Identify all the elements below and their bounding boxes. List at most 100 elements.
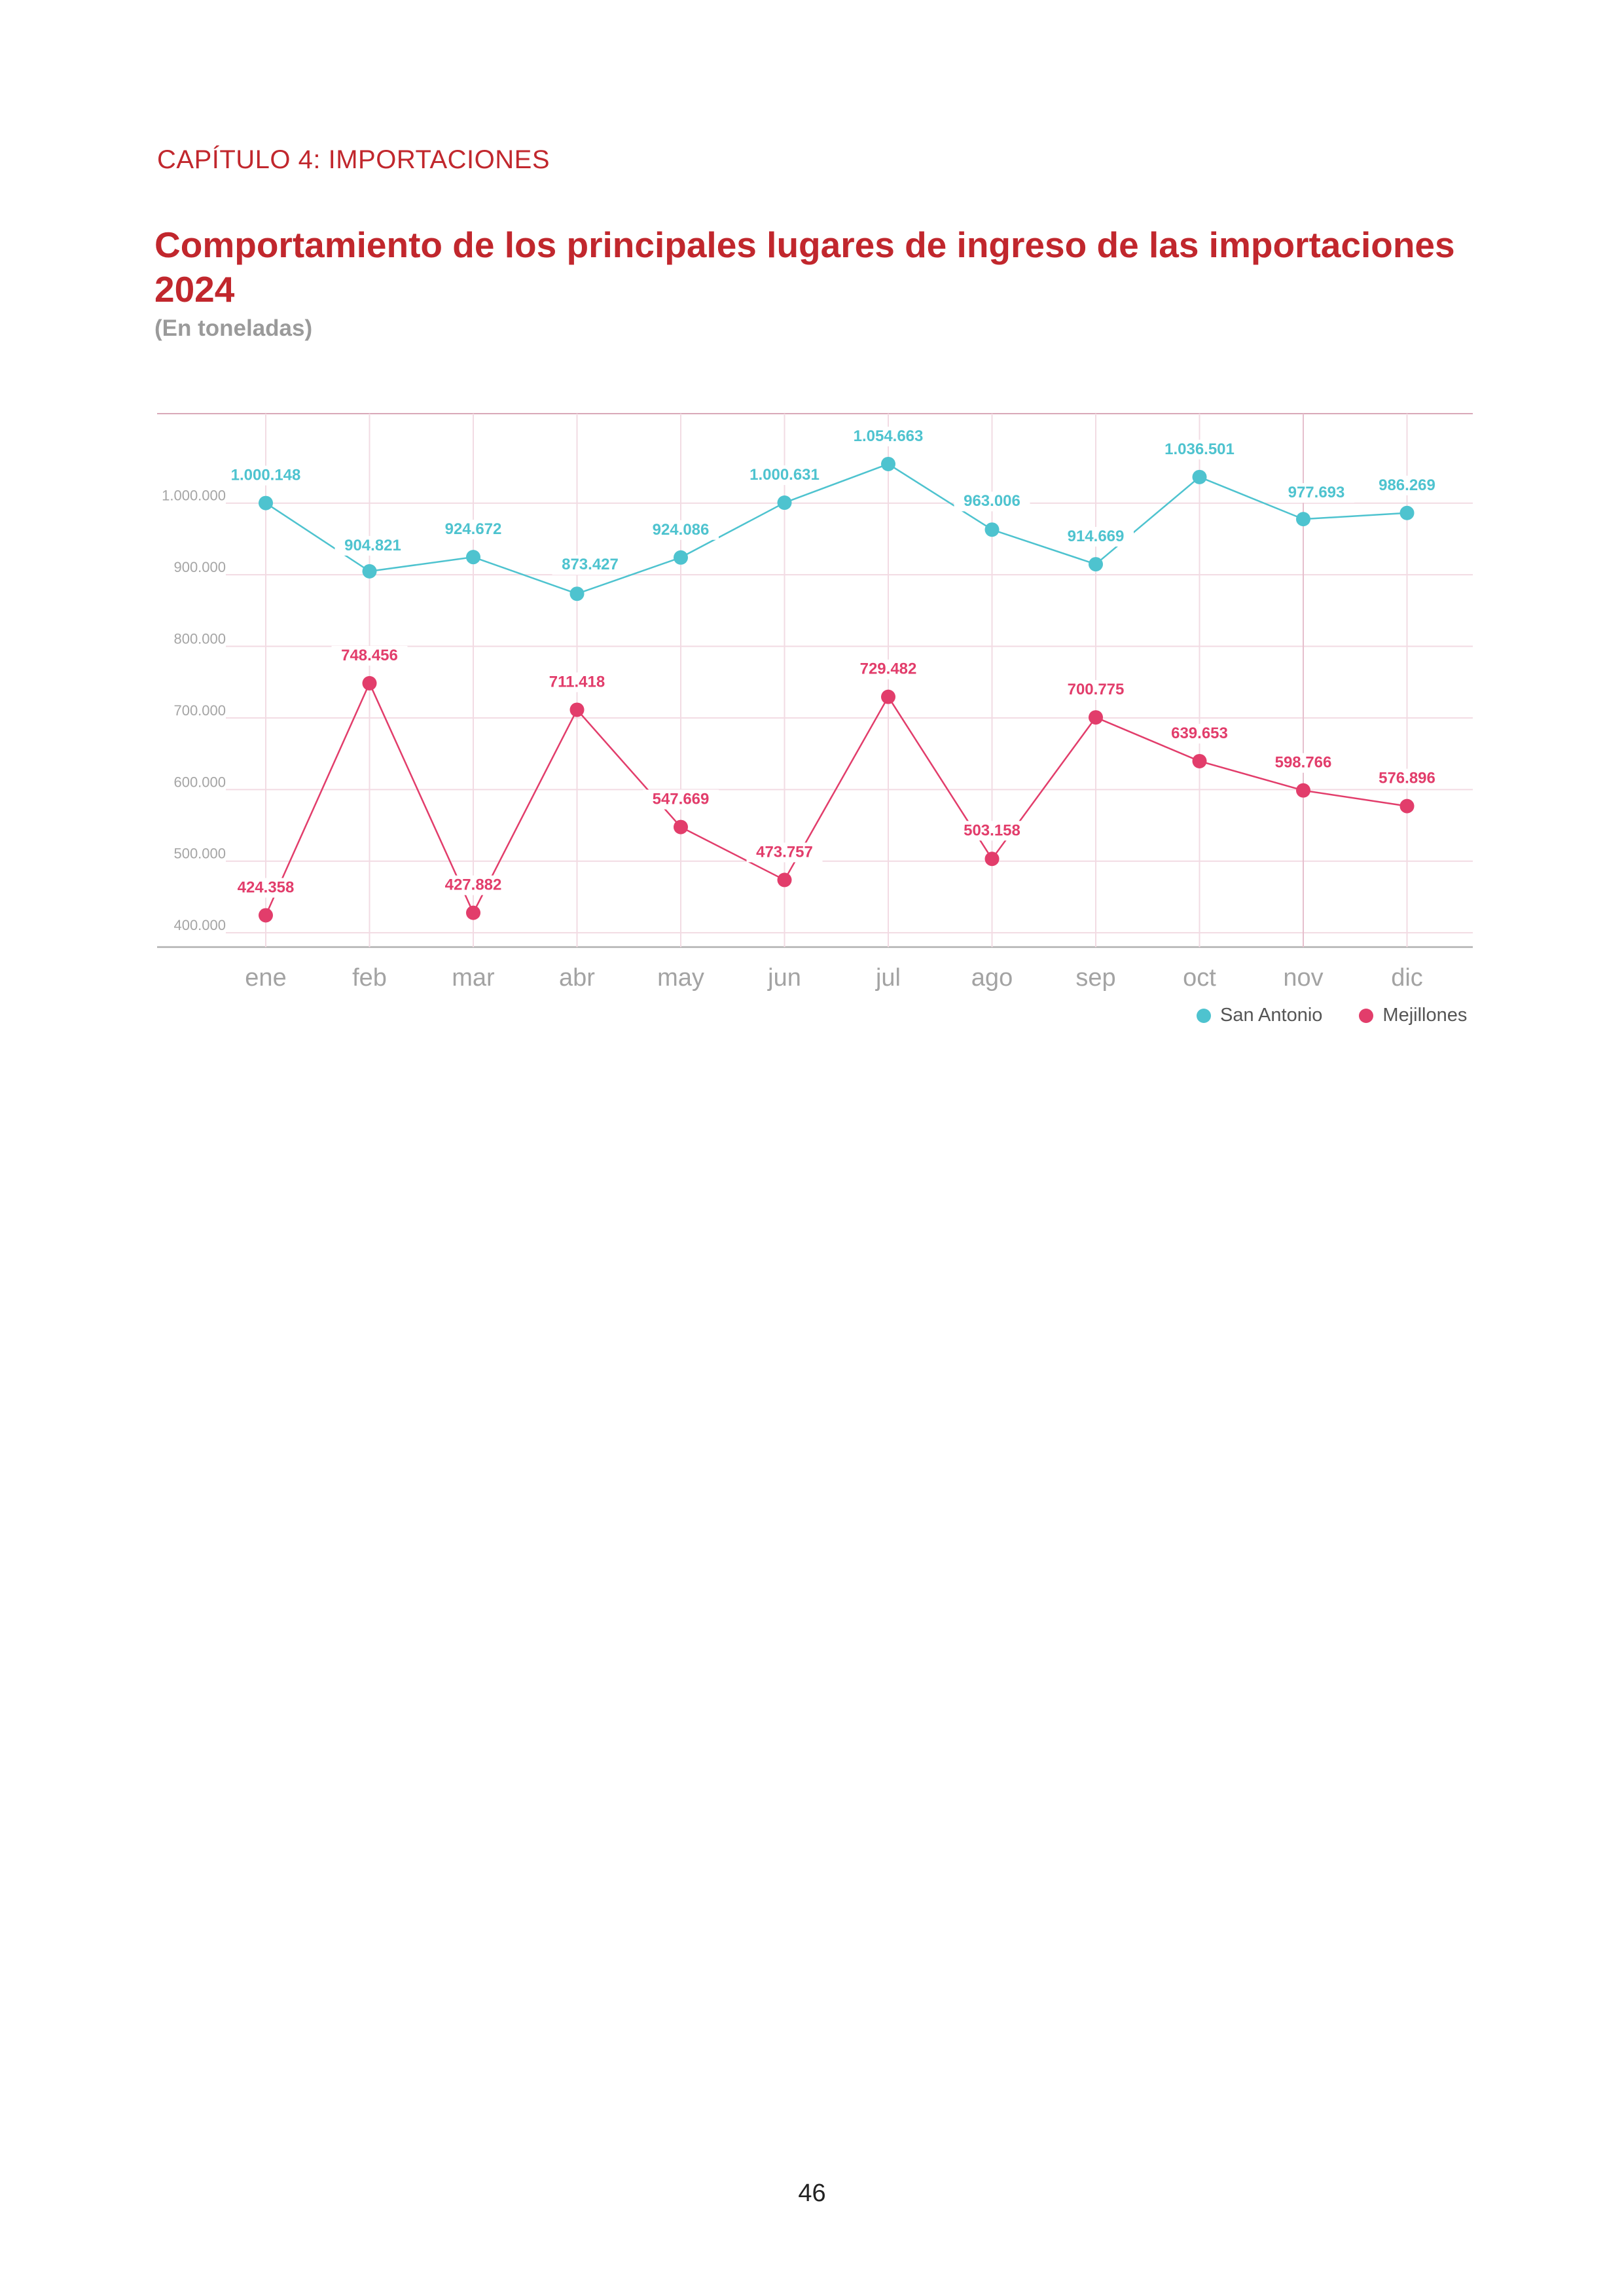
series-segment-1 bbox=[1303, 789, 1407, 807]
data-label-bg bbox=[850, 659, 926, 679]
x-tick-label: sep bbox=[1075, 964, 1115, 992]
data-label-bg bbox=[1161, 439, 1238, 459]
series-segment-0 bbox=[784, 463, 889, 504]
legend-marker-series-1 bbox=[1359, 1008, 1374, 1023]
series-segment-0 bbox=[473, 556, 577, 595]
data-label-bg bbox=[435, 875, 511, 895]
data-label-bg bbox=[552, 555, 628, 575]
data-label-bg bbox=[228, 465, 304, 486]
series-segment-1 bbox=[1095, 716, 1200, 762]
legend-label-series-0: San Antonio bbox=[1220, 1005, 1323, 1026]
data-label-0: 1.054.663 bbox=[854, 427, 924, 445]
data-label-1: 547.669 bbox=[653, 791, 710, 808]
data-label-1: 503.158 bbox=[964, 821, 1020, 839]
series-segment-0 bbox=[992, 529, 1096, 565]
chart-legend: San Antonio Mejillones bbox=[1197, 1005, 1467, 1026]
series-segment-0 bbox=[1199, 476, 1304, 520]
data-label-0: 1.000.148 bbox=[231, 467, 301, 484]
data-label-bg bbox=[334, 535, 411, 556]
data-label-1: 711.418 bbox=[549, 673, 605, 691]
data-label-1: 473.757 bbox=[756, 843, 813, 861]
data-points bbox=[259, 456, 1415, 923]
data-point-0 bbox=[466, 550, 480, 565]
data-label-0: 1.036.501 bbox=[1164, 440, 1235, 458]
data-point-0 bbox=[674, 550, 688, 565]
data-label-1: 424.358 bbox=[238, 878, 295, 896]
data-label-bg bbox=[228, 878, 304, 898]
data-label-1: 639.653 bbox=[1171, 725, 1228, 742]
data-label-1: 598.766 bbox=[1275, 754, 1332, 772]
data-label-bg bbox=[1058, 680, 1134, 700]
series-segment-0 bbox=[369, 556, 474, 573]
x-tick-label: jun bbox=[767, 964, 801, 992]
chart-subtitle: (En toneladas) bbox=[154, 315, 313, 341]
y-tick-label: 400.000 bbox=[173, 917, 226, 933]
series-segment-0 bbox=[680, 501, 785, 558]
x-tick-label: dic bbox=[1391, 964, 1423, 992]
data-point-0 bbox=[1296, 512, 1310, 527]
data-label-bg bbox=[1265, 753, 1341, 773]
data-label-bg bbox=[1278, 483, 1354, 503]
series-segment-0 bbox=[265, 502, 370, 572]
data-label-bg bbox=[850, 426, 926, 446]
data-label-bg bbox=[331, 645, 408, 666]
x-tick-label: ago bbox=[971, 964, 1013, 992]
x-tick-label: feb bbox=[352, 964, 387, 992]
data-label-0: 904.821 bbox=[344, 537, 401, 554]
grid-layer: 400.000 500.000 600.000 700.000 800.000 900.0… bbox=[157, 413, 1473, 992]
series-segment-1 bbox=[264, 683, 370, 916]
data-labels: 1.000.148 904.821 924.672 873.427 924.086 1.0… bbox=[228, 426, 1445, 898]
data-point-1 bbox=[1089, 710, 1103, 725]
y-tick-label: 500.000 bbox=[173, 846, 226, 862]
data-point-0 bbox=[881, 456, 895, 471]
data-point-0 bbox=[1192, 469, 1207, 484]
data-label-bg bbox=[954, 492, 1030, 512]
y-tick-label: 900.000 bbox=[173, 559, 226, 575]
data-point-0 bbox=[1399, 505, 1415, 520]
data-label-bg bbox=[435, 520, 511, 540]
series-segment-1 bbox=[680, 826, 785, 881]
legend-item-series-1[interactable]: Mejillones bbox=[1359, 1005, 1467, 1026]
data-label-1: 748.456 bbox=[341, 647, 398, 664]
data-label-0: 1.000.631 bbox=[749, 466, 820, 484]
series-segment-1 bbox=[369, 683, 475, 914]
data-label-bg bbox=[643, 789, 719, 810]
data-label-0: 963.006 bbox=[964, 492, 1020, 510]
data-point-1 bbox=[1192, 753, 1207, 768]
data-label-1: 729.482 bbox=[860, 660, 917, 678]
x-tick-label: abr bbox=[559, 964, 595, 992]
data-point-0 bbox=[777, 495, 792, 511]
data-label-0: 986.269 bbox=[1379, 476, 1435, 494]
data-point-1 bbox=[362, 675, 377, 691]
series-lines bbox=[264, 463, 1407, 916]
data-point-0 bbox=[362, 564, 377, 579]
y-tick-label: 1.000.000 bbox=[162, 488, 226, 504]
data-point-1 bbox=[1296, 783, 1310, 798]
x-tick-label: jul bbox=[875, 964, 901, 992]
data-label-bg bbox=[746, 465, 823, 486]
data-label-0: 914.669 bbox=[1068, 528, 1125, 545]
legend-label-series-1: Mejillones bbox=[1382, 1005, 1468, 1026]
y-tick-label: 700.000 bbox=[173, 702, 226, 719]
data-point-1 bbox=[569, 702, 585, 717]
data-point-1 bbox=[259, 908, 273, 923]
series-segment-0 bbox=[888, 463, 993, 531]
series-segment-1 bbox=[1199, 760, 1304, 791]
x-tick-label: nov bbox=[1283, 964, 1323, 992]
data-label-0: 873.427 bbox=[562, 556, 619, 573]
legend-item-series-0[interactable]: San Antonio bbox=[1197, 1005, 1322, 1026]
data-point-1 bbox=[674, 819, 688, 834]
data-point-1 bbox=[777, 872, 792, 888]
series-segment-0 bbox=[577, 556, 681, 595]
x-tick-label: mar bbox=[452, 964, 495, 992]
data-point-1 bbox=[466, 905, 480, 920]
data-label-bg bbox=[746, 842, 823, 863]
series-segment-0 bbox=[1095, 476, 1200, 565]
data-label-bg bbox=[1161, 723, 1238, 744]
x-tick-label: may bbox=[657, 964, 704, 992]
y-tick-label: 800.000 bbox=[173, 631, 226, 647]
page-number: 46 bbox=[798, 2179, 826, 2207]
data-label-0: 977.693 bbox=[1288, 484, 1345, 501]
data-point-0 bbox=[984, 522, 1000, 537]
x-tick-label: ene bbox=[245, 964, 286, 992]
